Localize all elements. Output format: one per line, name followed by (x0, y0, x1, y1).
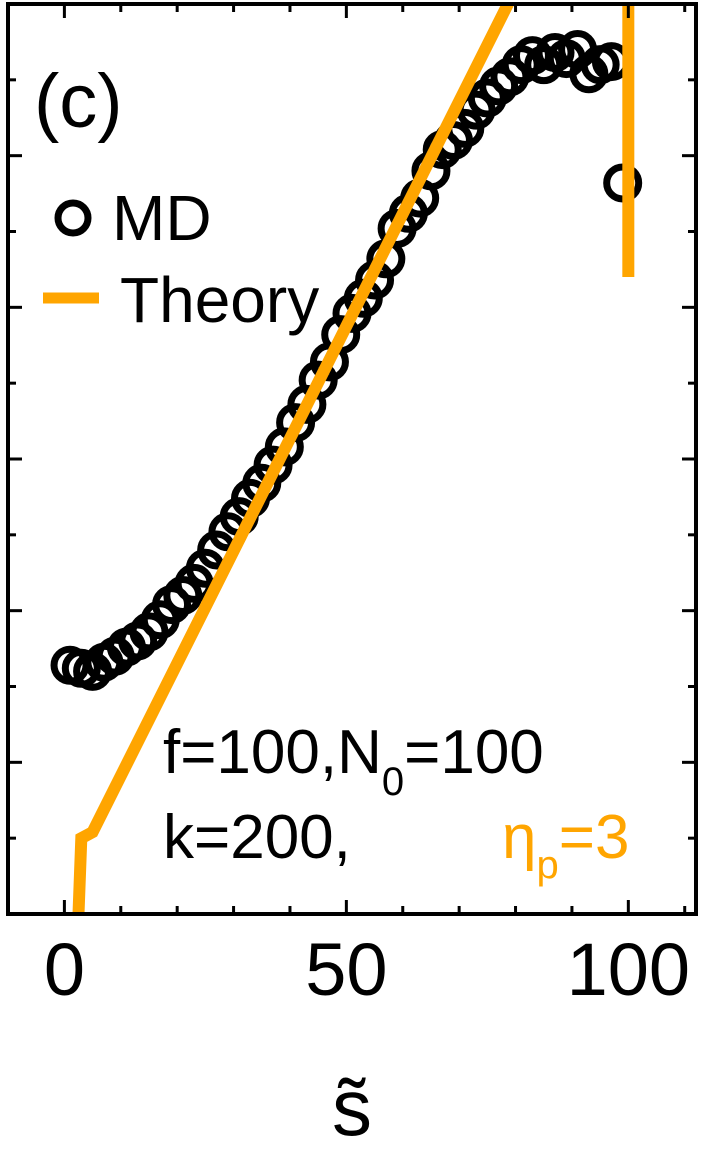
annotation-eta: ηp=3 (502, 803, 629, 887)
legend: MD Theory (43, 182, 319, 336)
annotation-line1-sub: 0 (382, 760, 404, 804)
annotation: f=100,N0=100 k=200, ηp=3 (163, 718, 629, 887)
x-tick-label: 50 (305, 928, 387, 1011)
annotation-line1-end: =100 (404, 718, 544, 787)
x-tick-labels: 0 50 100 (44, 928, 690, 1011)
annotation-eta-value: =3 (559, 803, 630, 872)
annotation-eta-sub: p (536, 843, 558, 887)
x-tick-label: 100 (567, 928, 690, 1011)
annotation-line1-main: f=100,N (163, 718, 382, 787)
axis-ticks (8, 4, 696, 914)
legend-theory-label: Theory (120, 264, 319, 336)
annotation-eta-symbol: η (502, 803, 536, 872)
annotation-line1: f=100,N0=100 (163, 718, 544, 804)
x-tick-label: 0 (44, 928, 85, 1011)
panel-label: (c) (34, 59, 123, 144)
x-axis-label: s̃ (332, 1063, 372, 1152)
legend-md-marker (54, 199, 92, 237)
annotation-line2: k=200, (163, 803, 351, 872)
legend-md-label: MD (112, 182, 212, 254)
theory-line (72, 4, 635, 914)
plot-data-layer (50, 4, 643, 914)
